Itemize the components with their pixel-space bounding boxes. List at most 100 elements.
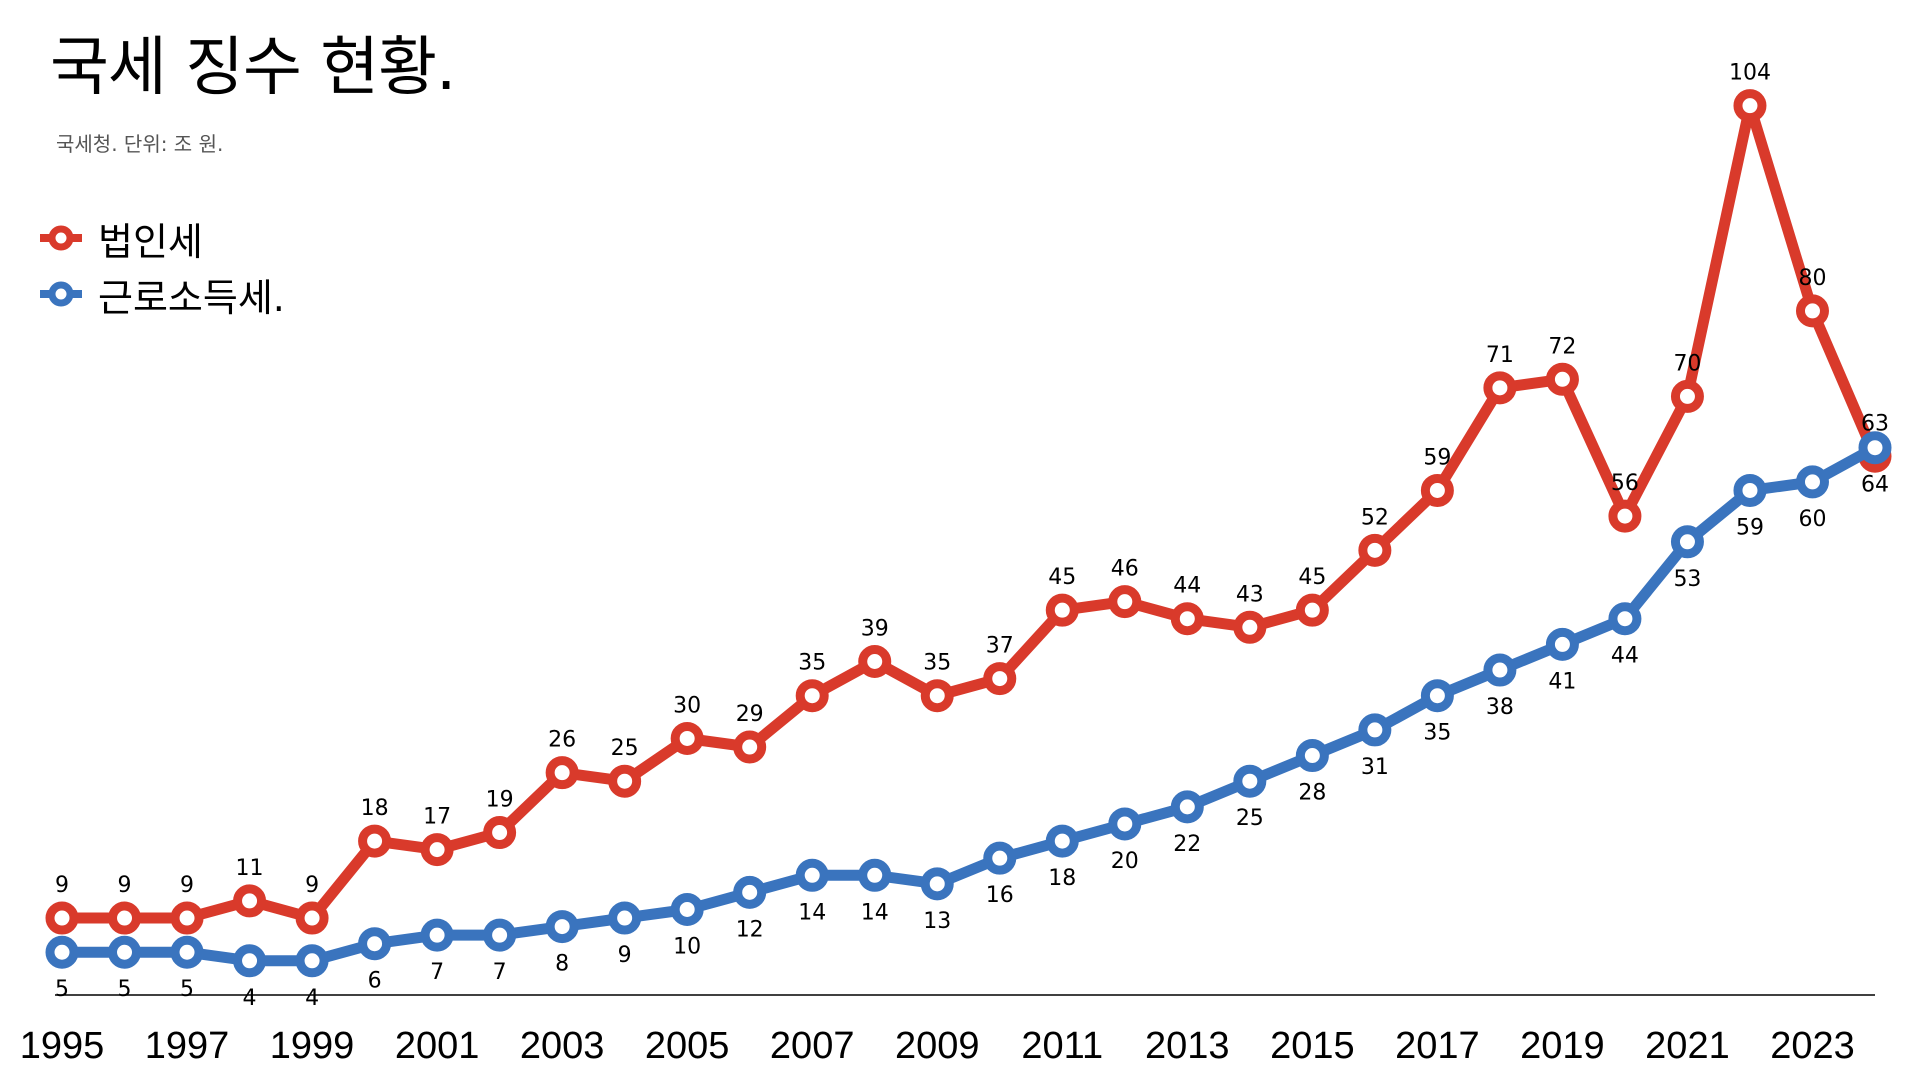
x-tick-label: 1997 [145,1025,230,1067]
legend-item-earned-income-tax: 근로소득세. [40,266,285,322]
data-label: 30 [673,693,701,718]
data-point [920,679,954,713]
data-point [1233,610,1267,644]
data-point [170,935,204,969]
data-point [1358,533,1392,567]
legend-swatch-marker [48,225,74,251]
data-point [233,944,267,978]
data-label: 35 [798,651,826,676]
data-label: 45 [1048,565,1076,590]
data-point [1483,653,1517,687]
chart-title: 국세 징수 현황. [50,31,456,105]
data-label: 9 [618,943,632,968]
data-point [1795,294,1829,328]
data-point [1608,602,1642,636]
data-label: 9 [118,873,132,898]
data-label: 17 [423,805,451,830]
chart-subtitle: 국세청. 단위: 조 원. [56,132,224,156]
data-label: 35 [923,651,951,676]
data-point [1295,593,1329,627]
data-point [1608,499,1642,533]
data-point [108,935,142,969]
data-label: 6 [368,969,382,994]
data-point [295,944,329,978]
legend-swatch-corporate-tax [40,225,82,251]
data-label: 7 [493,960,507,985]
data-label: 80 [1798,266,1826,291]
data-point [545,910,579,944]
data-label: 9 [55,873,69,898]
data-point [733,730,767,764]
data-point [795,679,829,713]
data-label: 28 [1298,781,1326,806]
data-label: 59 [1736,515,1764,540]
data-point [295,901,329,935]
data-label: 44 [1611,644,1639,669]
data-label: 14 [861,900,889,925]
data-label: 29 [736,702,764,727]
data-label: 44 [1173,574,1201,599]
data-point [1358,713,1392,747]
legend-label-earned-income-tax: 근로소득세. [98,275,285,320]
data-label: 60 [1798,507,1826,532]
series-line [56,100,1881,924]
data-point [45,901,79,935]
data-point [1795,465,1829,499]
data-label: 13 [923,909,951,934]
x-tick-label: 2009 [895,1025,980,1067]
data-label: 18 [361,796,389,821]
data-point [1545,362,1579,396]
data-label: 70 [1673,351,1701,376]
x-tick-label: 2013 [1145,1025,1230,1067]
data-point [420,833,454,867]
x-tick-label: 2023 [1770,1025,1855,1067]
data-label: 12 [736,917,764,942]
data-point [1295,739,1329,773]
data-point [358,927,392,961]
data-point [670,721,704,755]
data-point [1733,89,1767,123]
legend-swatch-marker [48,281,74,307]
data-point [983,841,1017,875]
data-point [858,644,892,678]
legend-item-corporate-tax: 법인세 [40,210,285,266]
data-point [420,918,454,952]
data-point [1045,593,1079,627]
data-label: 56 [1611,471,1639,496]
data-label: 14 [798,900,826,925]
data-label: 20 [1111,849,1139,874]
x-tick-label: 2003 [520,1025,605,1067]
data-point [1545,627,1579,661]
data-point [233,884,267,918]
x-tick-label: 2007 [770,1025,855,1067]
data-point [483,816,517,850]
data-label: 8 [555,952,569,977]
data-point [108,901,142,935]
data-label: 16 [986,883,1014,908]
data-label: 59 [1423,445,1451,470]
x-tick-label: 2019 [1520,1025,1605,1067]
data-point [1108,807,1142,841]
data-point [670,892,704,926]
data-label: 5 [118,977,132,1002]
data-point [608,764,642,798]
data-point [1108,585,1142,619]
data-point [1733,473,1767,507]
legend-label-corporate-tax: 법인세 [98,219,203,264]
data-label: 38 [1486,695,1514,720]
data-point [1858,431,1892,465]
data-point [483,918,517,952]
data-label: 41 [1548,669,1576,694]
data-label: 26 [548,728,576,753]
data-point [170,901,204,935]
data-label: 25 [611,736,639,761]
data-point [1170,790,1204,824]
data-label: 71 [1486,343,1514,368]
data-point [858,858,892,892]
data-label: 5 [55,977,69,1002]
data-label: 52 [1361,505,1389,530]
data-point [1420,473,1454,507]
